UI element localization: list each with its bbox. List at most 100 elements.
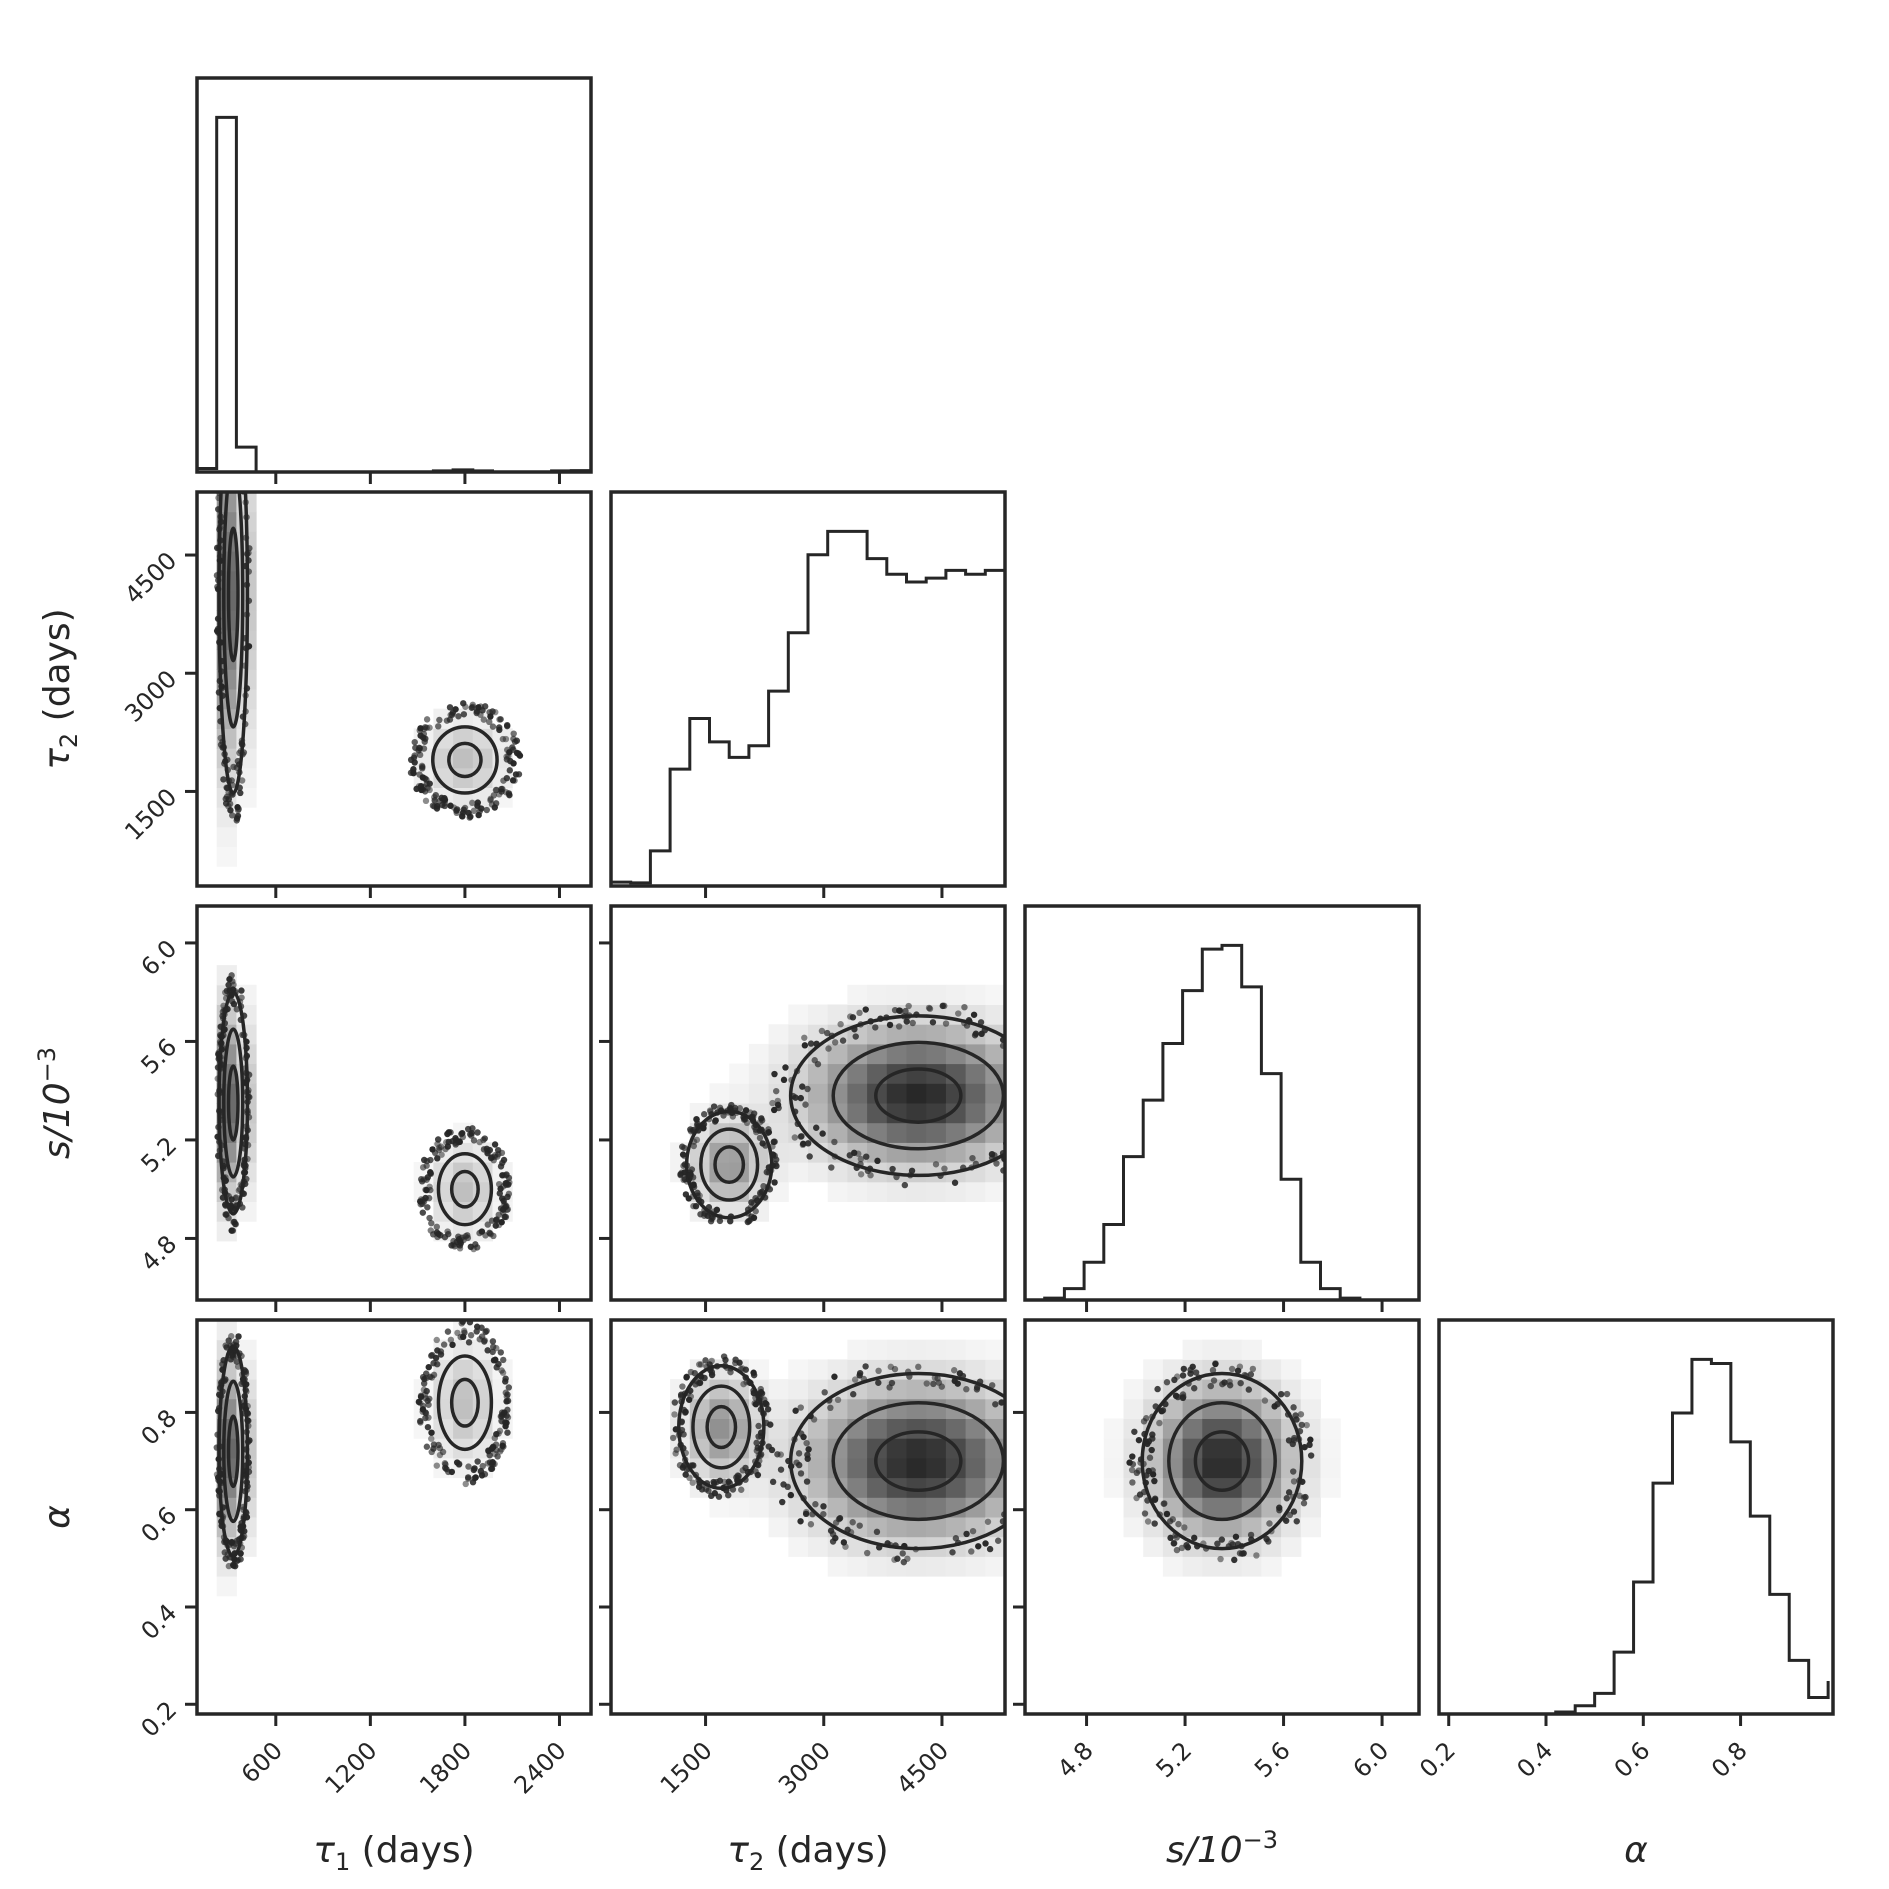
sample-point [803,1439,810,1447]
sample-point [500,1172,508,1179]
sample-point [1232,1533,1240,1540]
density-cell [216,1221,237,1242]
sample-point [480,1146,488,1153]
sample-point [469,799,476,807]
sample-point [1283,1390,1291,1398]
sample-point [891,1556,898,1563]
sample-point [748,1199,755,1206]
sample-point [1247,1531,1255,1539]
sample-point [242,478,248,484]
density-cell [847,1063,868,1084]
sample-point [1163,1510,1171,1518]
sample-point [1043,1489,1049,1495]
sample-point [804,1140,812,1147]
sample-point [831,1138,838,1146]
density-cell [729,1418,750,1439]
sample-point [1296,1427,1304,1435]
sample-point [1289,1440,1296,1448]
sample-point [465,1463,472,1470]
sample-point [690,1183,698,1191]
density-cell [453,1398,474,1419]
sample-point [749,1113,757,1121]
sample-point [236,769,243,776]
sample-point [692,1202,700,1210]
sample-point [236,784,243,791]
sample-point [218,1142,225,1149]
sample-point [243,1123,250,1130]
sample-point [1033,1441,1039,1447]
sample-point [797,1404,804,1411]
sample-point [683,1466,690,1473]
sample-point [1271,1403,1278,1410]
sample-point [503,721,511,729]
sample-point [425,1401,432,1408]
sample-point [216,1465,223,1473]
density-cell [808,1359,829,1380]
sample-point [994,1537,1002,1544]
density-cell [1123,1379,1144,1400]
sample-point [229,384,235,390]
sample-point [1245,1386,1253,1393]
sample-point [1045,1104,1051,1110]
sample-point [1041,1432,1047,1438]
ytick-label-alpha: 0.6 [136,1501,183,1548]
panel-tau1-s [185,904,593,1312]
sample-point [774,1097,781,1105]
sample-point [222,1177,230,1184]
density-cell [808,1103,829,1124]
contour-1sigma [449,1377,480,1428]
sample-point [241,662,249,669]
sample-point [671,1399,679,1406]
sample-point [857,1155,865,1163]
sample-point [245,1071,253,1078]
sample-point [872,1024,879,1031]
density-cell [433,767,454,788]
contour-2sigma [699,1127,760,1202]
sample-point [856,1372,863,1379]
sample-point [1060,1443,1066,1449]
sample-point [428,1352,435,1359]
density-cell [847,1536,868,1557]
sample-point [849,1519,856,1526]
sample-point [1011,1512,1017,1518]
density-cell [926,1556,947,1577]
sample-point [793,1067,801,1075]
density-cell [945,1379,967,1400]
sample-point [753,1128,760,1136]
sample-point [1128,1466,1136,1474]
sample-point [915,1363,922,1371]
sample-point [682,1408,689,1416]
sample-point [224,756,231,763]
density-cell [945,1142,967,1163]
sample-point [707,1366,714,1374]
sample-point [1033,1506,1039,1512]
sample-point [502,789,510,796]
sample-point [671,1411,678,1418]
sample-point [424,1204,431,1211]
sample-point [787,1491,795,1499]
density-cell [1143,1379,1164,1400]
density-cell [847,1477,868,1498]
sample-point [1149,1467,1156,1474]
sample-point [431,1149,439,1157]
sample-point [757,1193,764,1201]
sample-point [241,1392,248,1400]
sample-point [765,1443,772,1450]
sample-point [941,1165,948,1172]
xtick-label-alpha: 0.6 [1609,1736,1656,1783]
sample-point [708,1492,715,1500]
sample-point [468,704,475,711]
density-cell [808,1418,829,1439]
sample-point [973,1384,981,1391]
sample-point [813,1124,820,1131]
sample-point [241,1140,249,1148]
sample-point [220,776,227,783]
density-cell [1123,1497,1144,1518]
sample-point [700,1111,708,1118]
sample-point [735,1472,742,1480]
density-cell [847,1339,868,1360]
sample-point [780,1076,788,1084]
contour-2sigma [1167,1400,1277,1522]
sample-point [669,1434,677,1442]
sample-point [487,797,494,804]
